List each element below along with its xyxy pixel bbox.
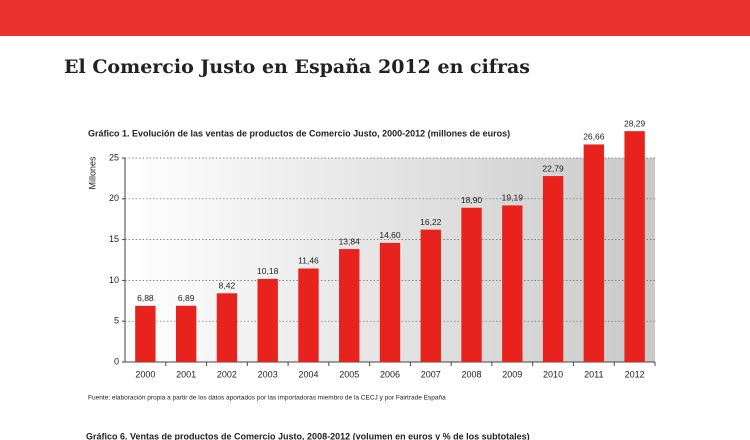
y-tick-label: 15 <box>109 234 119 244</box>
value-label: 13,84 <box>339 236 361 246</box>
value-label: 19,19 <box>502 193 524 203</box>
bar <box>339 249 360 362</box>
bar <box>135 305 156 362</box>
bar <box>298 268 319 362</box>
y-tick-label: 20 <box>109 193 119 203</box>
bar <box>379 242 401 362</box>
x-tick-label: 2009 <box>502 369 522 379</box>
value-label: 26,66 <box>583 132 605 142</box>
x-tick-label: 2005 <box>339 369 359 379</box>
y-tick-label: 5 <box>114 316 119 326</box>
bar <box>583 144 605 362</box>
x-tick-label: 2006 <box>380 369 400 379</box>
x-tick-label: 2012 <box>625 369 645 379</box>
value-label: 16,22 <box>420 217 442 227</box>
bar <box>624 131 645 362</box>
bar <box>461 207 482 362</box>
x-tick-label: 2007 <box>421 369 441 379</box>
x-tick-label: 2002 <box>217 369 237 379</box>
value-label: 14,60 <box>379 230 401 240</box>
x-tick-label: 2010 <box>543 369 563 379</box>
value-label: 6,88 <box>137 293 154 303</box>
value-label: 11,46 <box>298 256 319 266</box>
y-tick-label: 0 <box>114 356 119 366</box>
x-tick-label: 2008 <box>462 369 482 379</box>
chart-title: Gráfico 1. Evolución de las ventas de pr… <box>88 128 510 138</box>
bar <box>257 278 278 362</box>
x-tick-label: 2001 <box>176 369 196 379</box>
bar <box>420 229 441 362</box>
value-label: 28,29 <box>624 118 646 128</box>
value-label: 6,89 <box>178 293 195 303</box>
value-label: 18,90 <box>461 195 483 205</box>
x-tick-label: 2000 <box>135 369 155 379</box>
value-label: 22,79 <box>542 163 564 173</box>
x-tick-label: 2004 <box>298 369 318 379</box>
y-axis-label: Millones <box>87 156 97 190</box>
header-band <box>0 0 750 36</box>
bar <box>502 205 523 362</box>
y-tick-label: 10 <box>109 275 119 285</box>
y-tick-label: 25 <box>109 152 119 162</box>
value-label: 10,18 <box>257 266 279 276</box>
bar <box>175 305 197 362</box>
value-label: 8,42 <box>219 281 236 291</box>
page-title: El Comercio Justo en España 2012 en cifr… <box>64 56 530 78</box>
source-note: Fuente: elaboración propia a partir de l… <box>88 395 446 402</box>
x-tick-label: 2003 <box>258 369 278 379</box>
bar <box>216 293 238 362</box>
next-caption: Gráfico 6. Ventas de productos de Comerc… <box>86 431 530 440</box>
x-tick-label: 2011 <box>584 369 603 379</box>
bar <box>542 176 564 362</box>
